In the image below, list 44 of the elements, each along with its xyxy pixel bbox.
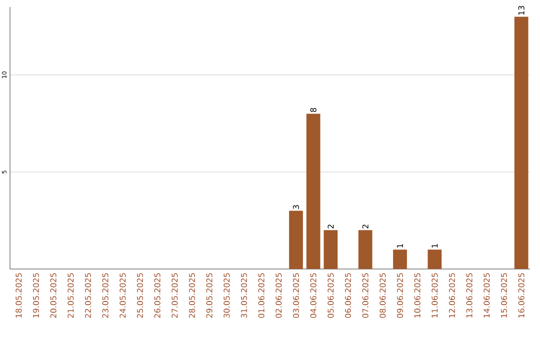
bar — [289, 210, 303, 269]
data-label: 8 — [310, 108, 316, 112]
x-tick-label: 30.05.2025 — [224, 273, 230, 318]
x-tick-label: 25.05.2025 — [136, 273, 144, 318]
x-tick-label: 16.06.2025 — [518, 273, 524, 318]
data-label: 13 — [518, 6, 524, 15]
data-label: 1 — [397, 244, 403, 248]
x-tick-label: 05.06.2025 — [328, 273, 334, 318]
x-tick-label: 23.05.2025 — [102, 273, 108, 318]
data-label: 2 — [328, 224, 334, 228]
bar — [428, 250, 442, 269]
x-tick-label: 07.06.2025 — [362, 273, 368, 318]
bar — [306, 114, 320, 269]
x-tick-label: 19.05.2025 — [32, 273, 40, 318]
data-label: 1 — [432, 244, 438, 248]
x-tick-label: 15.06.2025 — [500, 273, 508, 318]
x-tick-label: 11.06.2025 — [432, 273, 438, 318]
x-tick-label: 24.05.2025 — [120, 273, 126, 318]
x-tick-label: 04.06.2025 — [310, 273, 316, 318]
x-tick-label: 01.06.2025 — [258, 273, 264, 318]
x-tick-label: 20.05.2025 — [50, 273, 56, 318]
x-tick-label: 29.05.2025 — [206, 273, 212, 318]
bar — [358, 230, 372, 269]
x-tick-label: 03.06.2025 — [292, 273, 300, 318]
data-label: 2 — [362, 224, 368, 228]
x-tick-label: 21.05.2025 — [68, 273, 74, 318]
data-label: 3 — [292, 205, 300, 209]
x-tick-label: 14.06.2025 — [484, 273, 490, 318]
x-tick-label: 31.05.2025 — [240, 273, 248, 318]
x-tick-label: 27.05.2025 — [172, 273, 178, 318]
bar — [514, 16, 528, 269]
x-tick-label: 10.06.2025 — [414, 273, 420, 318]
x-tick-label: 13.06.2025 — [466, 273, 472, 318]
x-tick-label: 02.06.2025 — [276, 273, 282, 318]
x-tick-label: 09.06.2025 — [396, 273, 404, 318]
x-tick-label: 12.06.2025 — [448, 273, 456, 318]
bar — [393, 250, 407, 269]
x-tick-label: 28.05.2025 — [188, 273, 196, 318]
x-tick-label: 06.06.2025 — [344, 273, 352, 318]
x-tick-label: 26.05.2025 — [154, 273, 160, 318]
bar — [324, 230, 338, 269]
x-tick-label: 22.05.2025 — [84, 273, 92, 318]
x-tick-label: 18.05.2025 — [16, 273, 22, 318]
x-tick-label: 08.06.2025 — [380, 273, 386, 318]
